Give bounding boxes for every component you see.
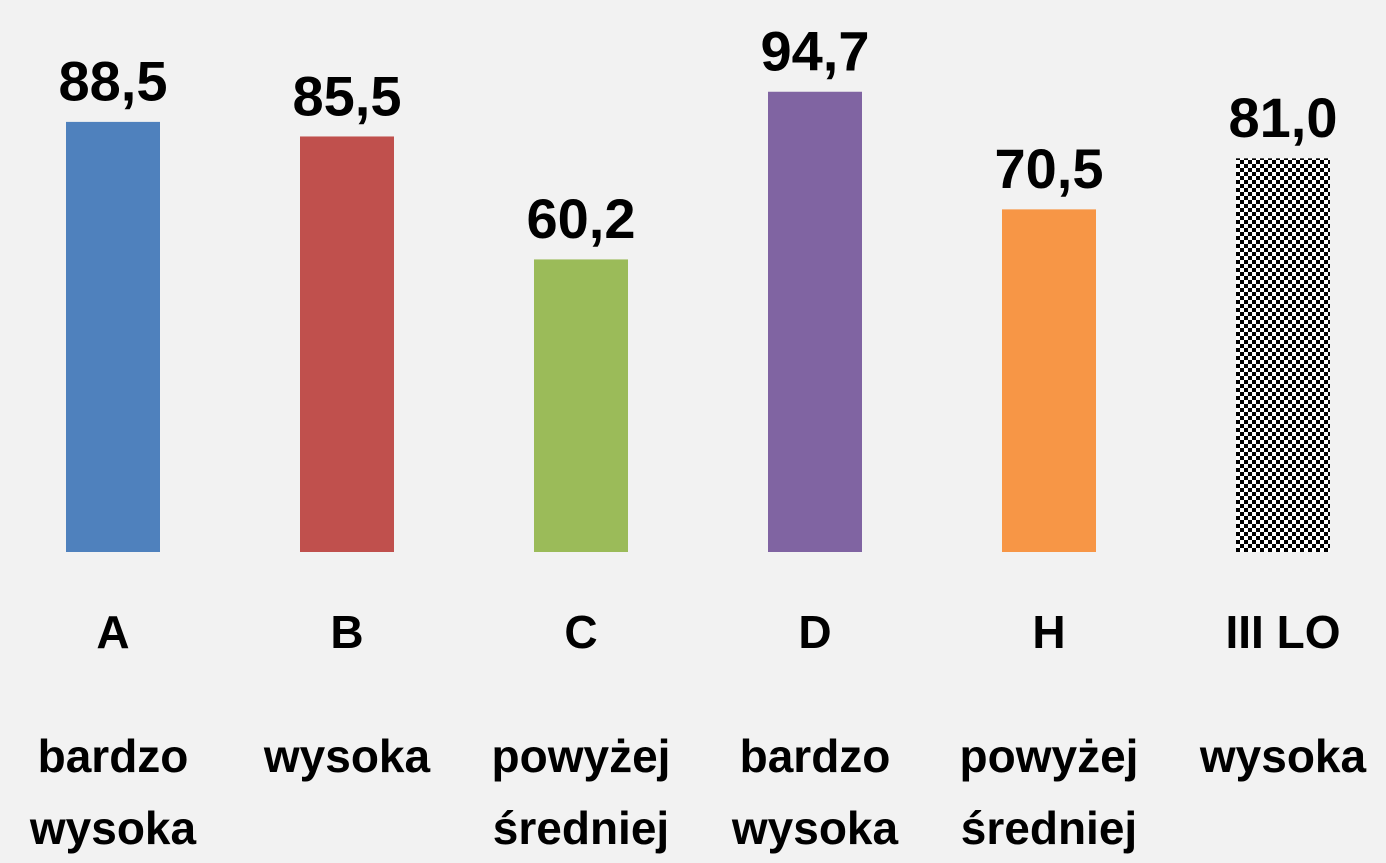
- category-description: powyżej: [492, 730, 671, 782]
- category-description: średniej: [961, 802, 1137, 854]
- x-tick-label: A: [96, 606, 129, 658]
- bar: [66, 121, 160, 552]
- value-label: 88,5: [59, 50, 168, 113]
- value-label: 85,5: [293, 64, 402, 127]
- value-label: 70,5: [995, 137, 1104, 200]
- category-description: średniej: [493, 802, 669, 854]
- value-label: 60,2: [527, 187, 636, 250]
- x-tick-label: H: [1032, 606, 1065, 658]
- value-label: 81,0: [1229, 86, 1338, 149]
- value-label: 94,7: [761, 20, 870, 83]
- category-description: wysoka: [731, 802, 899, 854]
- x-tick-label: D: [798, 606, 831, 658]
- x-tick-label: C: [564, 606, 597, 658]
- category-description: powyżej: [960, 730, 1139, 782]
- bar: [768, 91, 862, 553]
- bar: [300, 136, 394, 552]
- bar: [534, 259, 628, 552]
- category-description: bardzo: [740, 730, 891, 782]
- x-tick-label: B: [330, 606, 363, 658]
- bar: [1002, 209, 1096, 552]
- category-description: bardzo: [38, 730, 189, 782]
- x-tick-label: III LO: [1226, 606, 1341, 658]
- category-description: wysoka: [263, 730, 431, 782]
- category-description: wysoka: [29, 802, 197, 854]
- category-description: wysoka: [1199, 730, 1367, 782]
- bar: [1236, 158, 1330, 552]
